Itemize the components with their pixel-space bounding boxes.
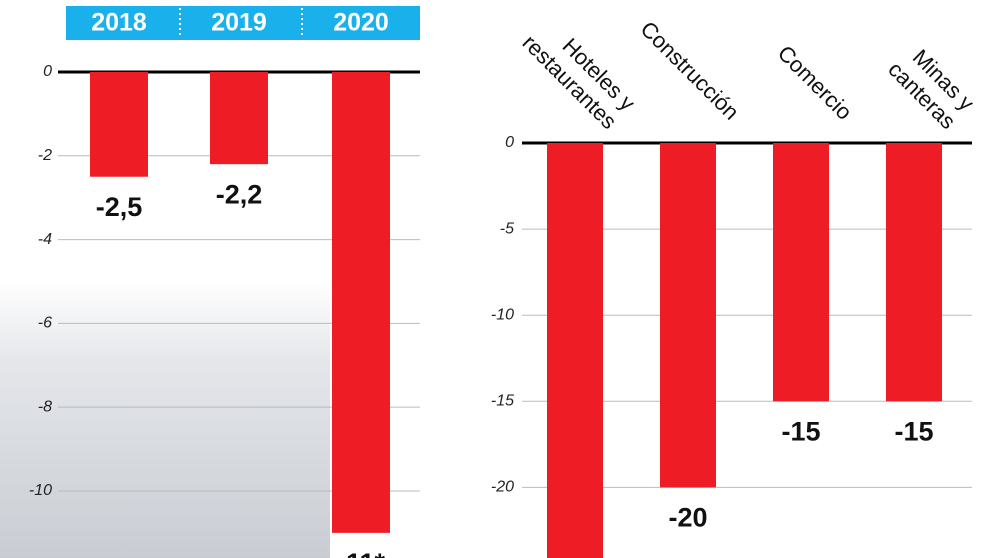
bar (660, 143, 716, 488)
value-label: -2,5 (96, 192, 143, 222)
y-tick-label: 0 (505, 134, 514, 151)
y-tick-label: 0 (43, 63, 52, 80)
category-label: 2019 (211, 9, 267, 37)
y-tick-label: -6 (38, 315, 52, 332)
bar (210, 72, 268, 165)
value-label: -15 (894, 416, 933, 446)
category-label: 2020 (333, 9, 389, 37)
value-label: -11* (337, 548, 386, 558)
photo-backdrop (0, 280, 330, 558)
category-label: Minas ycanteras (883, 38, 979, 134)
y-tick-label: -8 (38, 398, 52, 415)
value-label: -15 (781, 416, 820, 446)
y-tick-label: -10 (491, 306, 514, 323)
category-label: Hoteles yrestaurantes (518, 11, 641, 134)
header-band (66, 6, 420, 40)
bar (332, 72, 390, 533)
y-tick-label: -4 (38, 231, 52, 248)
y-tick-label: -20 (491, 479, 514, 496)
bar (90, 72, 148, 177)
category-label: 2018 (91, 9, 147, 37)
y-tick-label: -15 (491, 393, 514, 410)
bar (773, 143, 829, 402)
bar (886, 143, 942, 402)
category-label: Construcción (636, 16, 744, 124)
bar (547, 143, 603, 558)
y-tick-label: -10 (29, 482, 52, 499)
y-tick-label: -5 (500, 220, 514, 237)
value-label: -20 (668, 503, 707, 533)
category-label: Comercio (773, 40, 857, 124)
y-tick-label: -2 (38, 147, 52, 164)
value-label: -2,2 (216, 179, 263, 209)
